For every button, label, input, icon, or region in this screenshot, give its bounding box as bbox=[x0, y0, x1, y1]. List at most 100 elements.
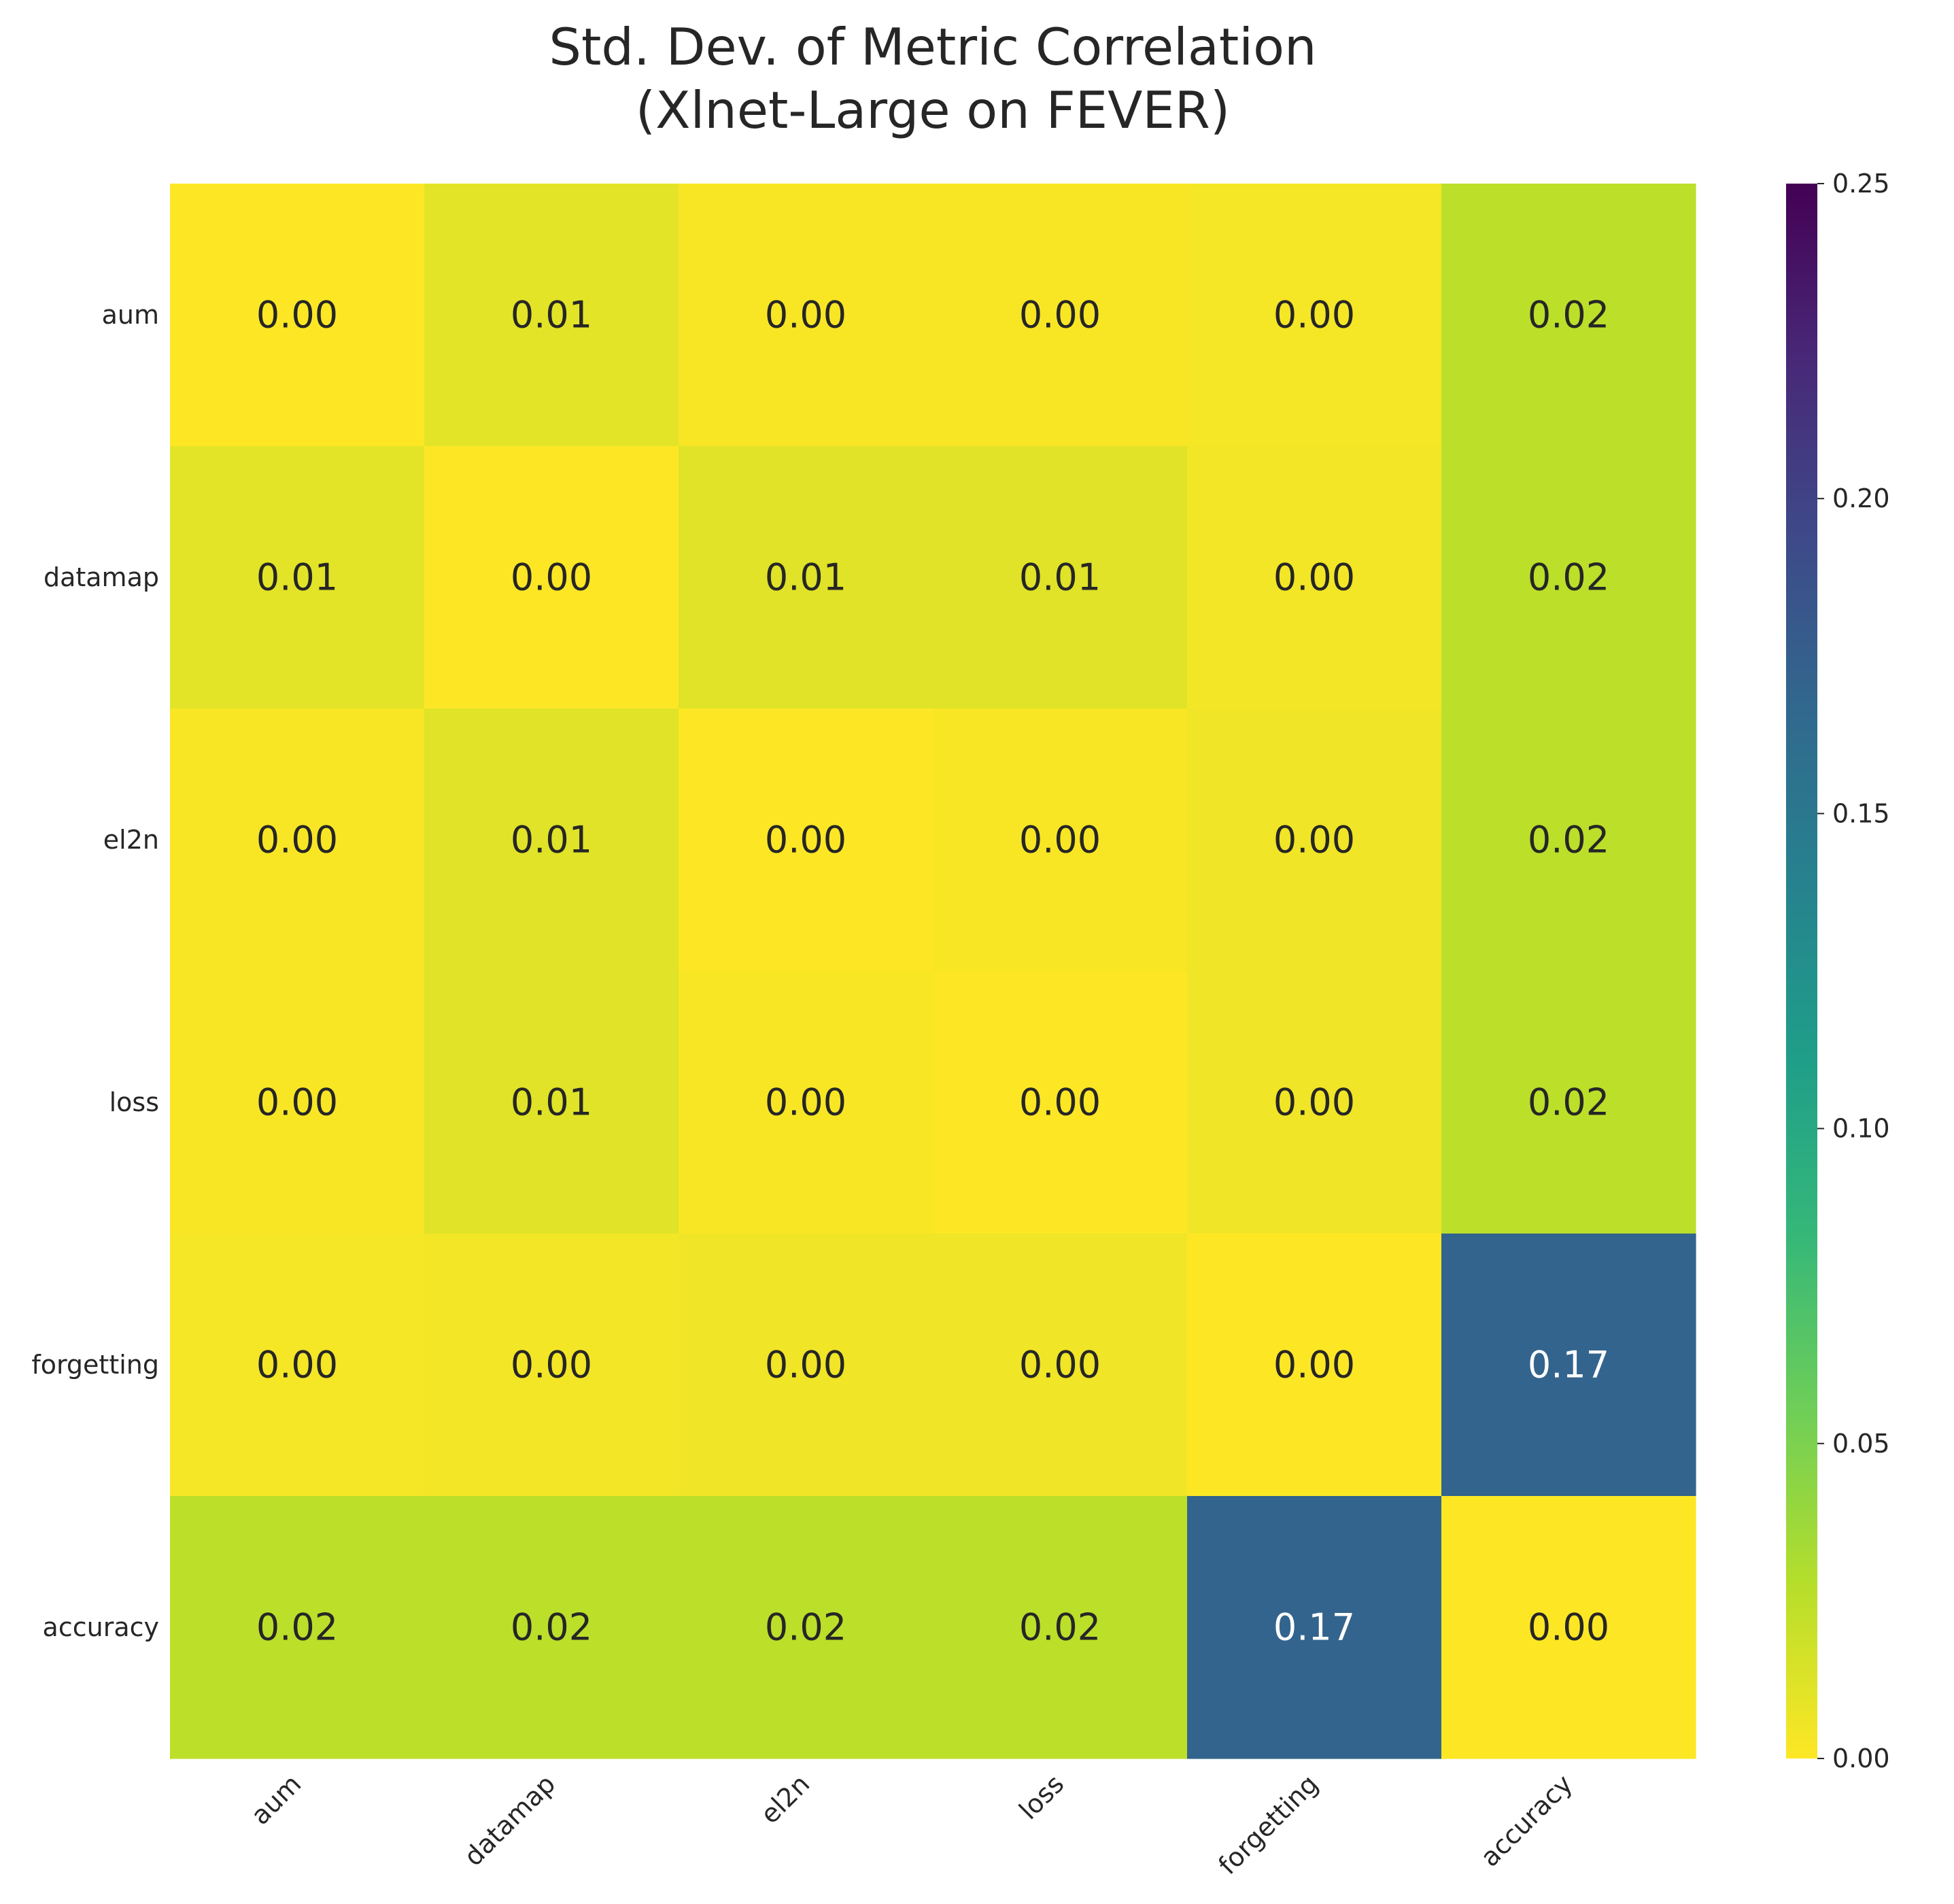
cell-value-label-datamap-el2n: 0.01 bbox=[765, 556, 846, 599]
cell-value-label-forgetting-el2n: 0.00 bbox=[765, 1344, 846, 1387]
heatmap-cell-accuracy-accuracy bbox=[1441, 1496, 1696, 1759]
heatmap-cell-loss-aum bbox=[170, 971, 425, 1234]
colorbar-tick-label-0.15: 0.15 bbox=[1832, 798, 1890, 828]
cell-value-label-accuracy-el2n: 0.02 bbox=[765, 1606, 846, 1649]
chart-title-line-1: Std. Dev. of Metric Correlation bbox=[549, 17, 1316, 77]
y-tick-label-datamap: datamap bbox=[44, 562, 159, 592]
heatmap-cell-accuracy-el2n bbox=[679, 1496, 933, 1759]
heatmap-cell-forgetting-el2n bbox=[679, 1234, 933, 1497]
colorbar-tick-label-0.25: 0.25 bbox=[1832, 169, 1890, 199]
x-tick-label-accuracy: accuracy bbox=[1475, 1769, 1578, 1872]
y-tick-label-forgetting: forgetting bbox=[31, 1350, 159, 1380]
cell-value-label-forgetting-accuracy: 0.17 bbox=[1528, 1344, 1609, 1387]
cell-value-label-datamap-loss: 0.01 bbox=[1019, 556, 1101, 599]
chart-title: Std. Dev. of Metric Correlation(Xlnet-La… bbox=[549, 17, 1316, 140]
heatmap-cell-aum-forgetting bbox=[1187, 184, 1442, 447]
heatmap-cell-aum-accuracy bbox=[1441, 184, 1696, 447]
cell-value-label-aum-aum: 0.00 bbox=[256, 294, 338, 337]
colorbar-tick-label-0.10: 0.10 bbox=[1832, 1114, 1890, 1144]
cell-value-label-accuracy-loss: 0.02 bbox=[1019, 1606, 1101, 1649]
heatmap-cell-aum-datamap bbox=[424, 184, 679, 447]
colorbar-gradient bbox=[1786, 184, 1817, 1758]
heatmap-cell-el2n-loss bbox=[933, 709, 1188, 972]
cell-value-label-el2n-forgetting: 0.00 bbox=[1273, 819, 1355, 862]
heatmap-cell-datamap-datamap bbox=[424, 446, 679, 709]
x-tick-label-loss: loss bbox=[1013, 1769, 1069, 1825]
heatmap-cell-datamap-aum bbox=[170, 446, 425, 709]
cell-value-label-datamap-aum: 0.01 bbox=[256, 556, 338, 599]
cell-value-label-loss-aum: 0.00 bbox=[256, 1081, 338, 1124]
cell-value-label-loss-datamap: 0.01 bbox=[511, 1081, 592, 1124]
x-axis-tick-labels: aum datamap el2n loss forgetting accuracy bbox=[245, 1769, 1579, 1880]
y-tick-label-loss: loss bbox=[109, 1087, 159, 1117]
cell-value-label-accuracy-datamap: 0.02 bbox=[511, 1606, 592, 1649]
heatmap-cell-loss-forgetting bbox=[1187, 971, 1442, 1234]
cell-value-label-el2n-el2n: 0.00 bbox=[765, 819, 846, 862]
heatmap-cell-forgetting-accuracy bbox=[1441, 1234, 1696, 1497]
heatmap-cell-accuracy-aum bbox=[170, 1496, 425, 1759]
chart-title-line-2: (Xlnet-Large on FEVER) bbox=[636, 80, 1230, 140]
heatmap-value-labels: 0.00 0.01 0.00 0.00 0.00 0.02 0.01 0.00 0.01 0.01… bbox=[256, 294, 1609, 1649]
cell-value-label-forgetting-aum: 0.00 bbox=[256, 1344, 338, 1387]
heatmap-cell-loss-datamap bbox=[424, 971, 679, 1234]
heatmap-cell-accuracy-datamap bbox=[424, 1496, 679, 1759]
heatmap-cell-accuracy-forgetting bbox=[1187, 1496, 1442, 1759]
cell-value-label-loss-el2n: 0.00 bbox=[765, 1081, 846, 1124]
heatmap-cell-el2n-aum bbox=[170, 709, 425, 972]
heatmap-cell-datamap-el2n bbox=[679, 446, 933, 709]
y-tick-label-accuracy: accuracy bbox=[43, 1612, 159, 1642]
heatmap-cell-datamap-accuracy bbox=[1441, 446, 1696, 709]
cell-value-label-el2n-aum: 0.00 bbox=[256, 819, 338, 862]
heatmap-cell-el2n-forgetting bbox=[1187, 709, 1442, 972]
y-tick-label-aum: aum bbox=[102, 300, 159, 330]
heatmap-cell-aum-el2n bbox=[679, 184, 933, 447]
cell-value-label-aum-loss: 0.00 bbox=[1019, 294, 1101, 337]
x-tick-label-el2n: el2n bbox=[755, 1769, 815, 1829]
y-axis-tick-labels: aum datamap el2n loss forgetting accuracy bbox=[31, 300, 159, 1642]
cell-value-label-datamap-accuracy: 0.02 bbox=[1528, 556, 1609, 599]
cell-value-label-aum-datamap: 0.01 bbox=[511, 294, 592, 337]
cell-value-label-aum-accuracy: 0.02 bbox=[1528, 294, 1609, 337]
colorbar-tick-label-0.05: 0.05 bbox=[1832, 1429, 1890, 1459]
cell-value-label-el2n-accuracy: 0.02 bbox=[1528, 819, 1609, 862]
heatmap-cell-accuracy-loss bbox=[933, 1496, 1188, 1759]
cell-value-label-aum-el2n: 0.00 bbox=[765, 294, 846, 337]
cell-value-label-accuracy-aum: 0.02 bbox=[256, 1606, 338, 1649]
cell-value-label-datamap-forgetting: 0.00 bbox=[1273, 556, 1355, 599]
heatmap-cell-datamap-loss bbox=[933, 446, 1188, 709]
x-tick-label-datamap: datamap bbox=[458, 1769, 561, 1871]
x-tick-label-forgetting: forgetting bbox=[1213, 1769, 1324, 1880]
heatmap-cell-el2n-datamap bbox=[424, 709, 679, 972]
heatmap-cell-forgetting-loss bbox=[933, 1234, 1188, 1497]
x-tick-label-aum: aum bbox=[245, 1769, 307, 1831]
heatmap-cell-loss-el2n bbox=[679, 971, 933, 1234]
cell-value-label-accuracy-accuracy: 0.00 bbox=[1528, 1606, 1609, 1649]
heatmap-cell-aum-aum bbox=[170, 184, 425, 447]
cell-value-label-el2n-loss: 0.00 bbox=[1019, 819, 1101, 862]
cell-value-label-datamap-datamap: 0.00 bbox=[511, 556, 592, 599]
y-tick-label-el2n: el2n bbox=[103, 825, 159, 855]
heatmap-cell-forgetting-aum bbox=[170, 1234, 425, 1497]
cell-value-label-el2n-datamap: 0.01 bbox=[511, 819, 592, 862]
cell-value-label-forgetting-forgetting: 0.00 bbox=[1273, 1344, 1355, 1387]
heatmap-cells bbox=[170, 184, 1696, 1759]
cell-value-label-forgetting-datamap: 0.00 bbox=[511, 1344, 592, 1387]
heatmap-cell-datamap-forgetting bbox=[1187, 446, 1442, 709]
heatmap-cell-el2n-accuracy bbox=[1441, 709, 1696, 972]
cell-value-label-loss-loss: 0.00 bbox=[1019, 1081, 1101, 1124]
cell-value-label-forgetting-loss: 0.00 bbox=[1019, 1344, 1101, 1387]
colorbar: 0.00 0.05 0.10 0.15 0.20 0.25 bbox=[1786, 169, 1890, 1773]
heatmap-cell-forgetting-forgetting bbox=[1187, 1234, 1442, 1497]
cell-value-label-loss-accuracy: 0.02 bbox=[1528, 1081, 1609, 1124]
cell-value-label-accuracy-forgetting: 0.17 bbox=[1273, 1606, 1355, 1649]
cell-value-label-aum-forgetting: 0.00 bbox=[1273, 294, 1355, 337]
colorbar-tick-label-0.00: 0.00 bbox=[1832, 1744, 1890, 1773]
heatmap-cell-forgetting-datamap bbox=[424, 1234, 679, 1497]
heatmap-cell-el2n-el2n bbox=[679, 709, 933, 972]
colorbar-tick-label-0.20: 0.20 bbox=[1832, 483, 1890, 513]
heatmap-cell-loss-accuracy bbox=[1441, 971, 1696, 1234]
heatmap-cell-aum-loss bbox=[933, 184, 1188, 447]
heatmap-cell-loss-loss bbox=[933, 971, 1188, 1234]
cell-value-label-loss-forgetting: 0.00 bbox=[1273, 1081, 1355, 1124]
